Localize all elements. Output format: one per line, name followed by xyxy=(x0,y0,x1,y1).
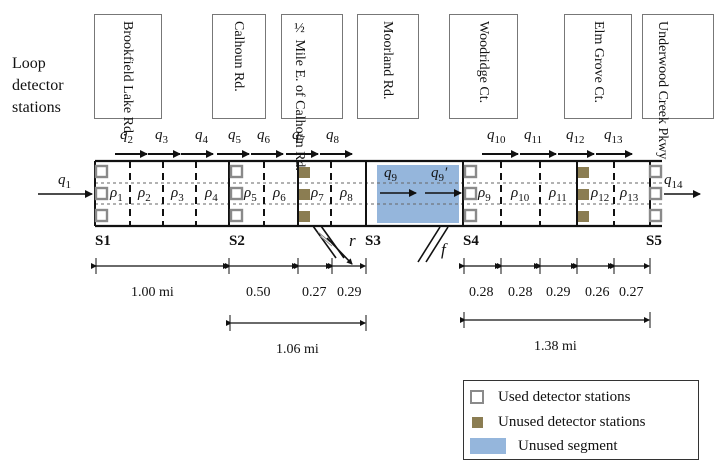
loop-detector-label: Loop detector stations xyxy=(12,53,64,119)
used-detector xyxy=(648,208,663,223)
used-detector xyxy=(463,186,478,201)
density-label-rho5: ρ5 xyxy=(244,185,257,204)
flow-label-q2: q2 xyxy=(120,127,133,146)
distance-d3: 0.27 xyxy=(302,285,327,300)
offramp-label: f xyxy=(441,240,446,259)
loop-label-line2: detector xyxy=(12,77,64,94)
loop-label-line1: Loop xyxy=(12,55,46,72)
density-label-rho10: ρ10 xyxy=(511,185,530,204)
station-box-elm-grove: Elm Grove Ct. xyxy=(564,14,632,119)
legend-row-used: Used detector stations xyxy=(470,387,630,407)
unused-detector xyxy=(299,189,310,200)
station-name: Elm Grove Ct. xyxy=(591,21,606,104)
density-label-rho4: ρ4 xyxy=(205,185,218,204)
section-label-s3: S3 xyxy=(365,233,381,249)
used-detector xyxy=(648,164,663,179)
flow-label-q14: q14 xyxy=(664,172,683,191)
used-detector xyxy=(94,208,109,223)
station-name: Calhoun Rd. xyxy=(231,21,246,92)
distance-total-mid: 1.06 mi xyxy=(276,342,319,357)
density-label-rho7: ρ7 xyxy=(311,185,324,204)
used-detector xyxy=(94,164,109,179)
onramp xyxy=(312,225,353,265)
density-label-rho2: ρ2 xyxy=(138,185,151,204)
legend-unused-symbol xyxy=(472,416,483,428)
onramp-label: r xyxy=(349,231,356,250)
used-detector xyxy=(648,186,663,201)
distance-d8: 0.26 xyxy=(585,285,610,300)
station-name: Woodridge Ct. xyxy=(476,21,491,104)
density-label-rho11: ρ11 xyxy=(549,185,567,204)
used-detector xyxy=(94,186,109,201)
flow-label-q1: q1 xyxy=(58,172,71,191)
distance-d1: 1.00 mi xyxy=(131,285,174,300)
flow-label-q8: q8 xyxy=(326,127,339,146)
density-label-rho9: ρ9 xyxy=(478,185,491,204)
distance-d2: 0.50 xyxy=(246,285,271,300)
legend-unused-label: Unused detector stations xyxy=(498,413,646,430)
used-detector xyxy=(463,208,478,223)
unused-detector xyxy=(299,211,310,222)
section-label-s2: S2 xyxy=(229,233,245,249)
unused-segment xyxy=(377,165,459,223)
station-box-calhoun: Calhoun Rd. xyxy=(212,14,266,119)
density-label-rho12: ρ12 xyxy=(591,185,610,204)
used-detector xyxy=(229,186,244,201)
density-label-rho3: ρ3 xyxy=(171,185,184,204)
flow-label-q5: q5 xyxy=(228,127,241,146)
distance-total-right: 1.38 mi xyxy=(534,339,577,354)
legend-segment-label: Unused segment xyxy=(518,437,618,454)
flow-label-q9p: q9′ xyxy=(431,165,448,184)
used-detector xyxy=(229,208,244,223)
distance-d9: 0.27 xyxy=(619,285,644,300)
legend-row-unused: Unused detector stations xyxy=(470,412,645,432)
offramp xyxy=(417,226,449,263)
flow-label-q6: q6 xyxy=(257,127,270,146)
density-label-rho6: ρ6 xyxy=(273,185,286,204)
section-label-s5: S5 xyxy=(646,233,662,249)
flow-label-q4: q4 xyxy=(195,127,208,146)
legend-row-segment: Unused segment xyxy=(470,436,618,456)
unused-detector xyxy=(578,211,589,222)
distance-d7: 0.29 xyxy=(546,285,571,300)
legend-used-symbol xyxy=(470,390,484,404)
loop-label-line3: stations xyxy=(12,99,61,116)
distance-d4: 0.29 xyxy=(337,285,362,300)
legend: Used detector stations Unused detector s… xyxy=(463,380,699,460)
density-label-rho13: ρ13 xyxy=(620,185,639,204)
section-label-s1: S1 xyxy=(95,233,111,249)
station-name: Moorland Rd. xyxy=(380,21,395,100)
unused-detector xyxy=(578,167,589,178)
station-box-half-mile: ½ Mile E. of Calhoun Rd. xyxy=(281,14,343,171)
flow-label-q7: q7 xyxy=(292,127,305,146)
section-label-s4: S4 xyxy=(463,233,479,249)
used-detector xyxy=(463,164,478,179)
unused-detector xyxy=(299,167,310,178)
legend-used-label: Used detector stations xyxy=(498,388,631,405)
station-box-woodridge: Woodridge Ct. xyxy=(449,14,518,119)
legend-segment-symbol xyxy=(470,438,506,454)
flow-label-q13: q13 xyxy=(604,127,623,146)
distance-d6: 0.28 xyxy=(508,285,533,300)
flow-label-q3: q3 xyxy=(155,127,168,146)
density-label-rho1: ρ1 xyxy=(110,185,123,204)
station-box-moorland: Moorland Rd. xyxy=(357,14,419,119)
flow-label-q12: q12 xyxy=(566,127,585,146)
flow-label-q9: q9 xyxy=(384,165,397,184)
used-detector xyxy=(229,164,244,179)
unused-detector xyxy=(578,189,589,200)
density-label-rho8: ρ8 xyxy=(340,185,353,204)
distance-d5: 0.28 xyxy=(469,285,494,300)
flow-label-q11: q11 xyxy=(524,127,543,146)
flow-label-q10: q10 xyxy=(487,127,506,146)
